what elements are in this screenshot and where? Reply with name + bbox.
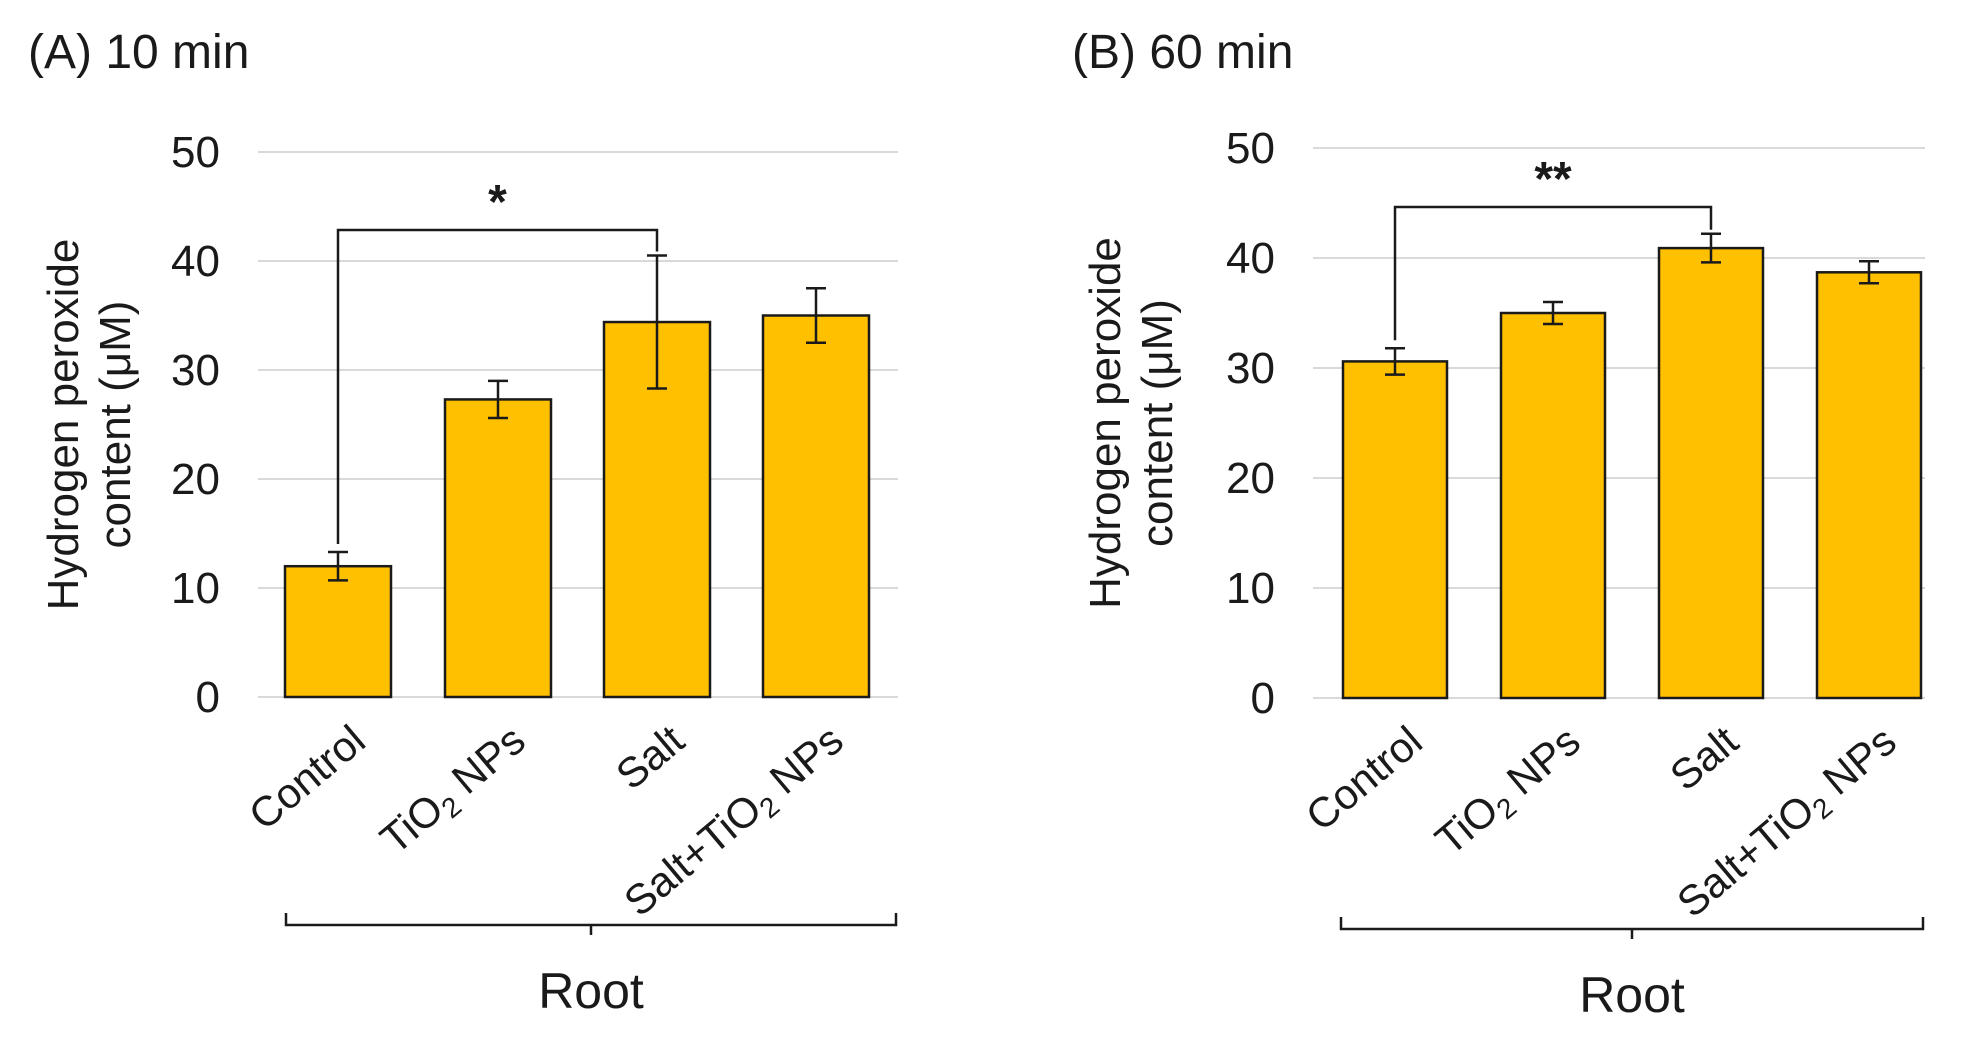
y-axis-label: Hydrogen peroxidecontent (μM) (39, 239, 140, 611)
y-tick-label: 20 (171, 455, 220, 504)
bar-1 (1341, 360, 1449, 700)
panel-a-title: (A) 10 min (28, 26, 249, 79)
x-category-label-1: Control (1297, 717, 1431, 840)
x-category-label-main: Control (240, 716, 374, 839)
y-tick-label: 50 (1226, 124, 1275, 173)
y-tick-label: 0 (1251, 674, 1275, 723)
y-tick-label: 30 (1226, 344, 1275, 393)
x-category-label-1: Control (240, 716, 374, 839)
y-axis-label-line: content (μM) (91, 301, 140, 549)
y-axis-label-line: Hydrogen peroxide (1081, 237, 1130, 609)
significance-label: * (488, 176, 507, 229)
x-category-label-main: Control (1297, 717, 1431, 840)
panel-b-title: (B) 60 min (1072, 26, 1293, 79)
y-tick-label: 10 (171, 564, 220, 613)
bar-4 (1815, 271, 1923, 700)
bar-1 (283, 564, 393, 699)
bar-2 (1499, 311, 1607, 700)
significance-bracket (1393, 205, 1713, 341)
panel-b-chart: (B) 60 min 0 10 20 30 40 50 Hydrogen peroxideco… (1072, 26, 1925, 1023)
y-tick-label: 0 (196, 673, 220, 722)
group-bracket (1339, 917, 1925, 931)
group-bracket (284, 913, 898, 927)
significance-bracket (336, 228, 659, 545)
bar-3 (1657, 246, 1765, 700)
x-category-label-2: TiO2 NPs (371, 716, 537, 867)
y-tick-label: 40 (171, 237, 220, 286)
x-category-label-2: TiO2 NPs (1426, 717, 1592, 868)
x-category-label-main: Salt+TiO (1668, 785, 1823, 926)
x-category-label-main: Salt (607, 716, 693, 799)
significance-label: ** (1534, 153, 1572, 206)
x-category-label-main: Salt (1661, 717, 1747, 800)
y-tick-label: 10 (1226, 564, 1275, 613)
y-axis-label-line: Hydrogen peroxide (39, 239, 88, 611)
y-tick-label: 30 (171, 346, 220, 395)
x-category-label-3: Salt (1661, 717, 1747, 800)
group-label: Root (538, 963, 644, 1019)
bar-2 (443, 398, 553, 699)
y-tick-label: 20 (1226, 454, 1275, 503)
x-category-label-main: Salt+TiO (615, 784, 770, 925)
y-axis-label: Hydrogen peroxidecontent (μM) (1081, 237, 1182, 609)
group-label: Root (1579, 967, 1685, 1023)
y-tick-label: 50 (171, 128, 220, 177)
y-tick-label: 40 (1226, 234, 1275, 283)
panel-a-chart: (A) 10 min 0 10 20 30 40 50 Hydrogen peroxideco… (28, 26, 898, 1019)
bar-4 (761, 314, 871, 699)
y-axis-label-line: content (μM) (1133, 299, 1182, 547)
x-category-label-3: Salt (607, 716, 693, 799)
